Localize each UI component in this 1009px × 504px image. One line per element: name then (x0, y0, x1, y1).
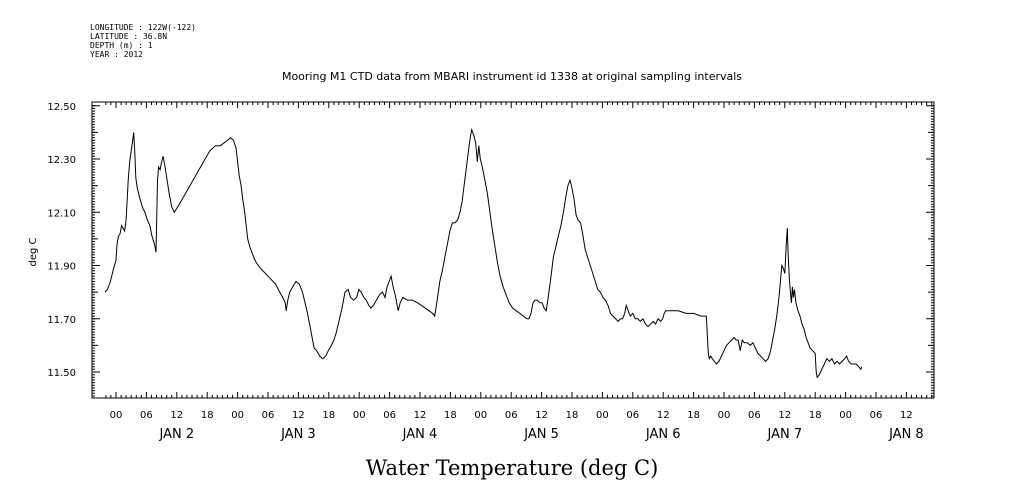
x-hour-label: 12 (414, 410, 427, 421)
x-hour-label: 12 (900, 410, 913, 421)
x-hour-label: 06 (383, 410, 396, 421)
minor-ticks (92, 102, 934, 398)
plot-frame (91, 101, 935, 399)
x-hour-label: 00 (596, 410, 609, 421)
x-hour-label: 00 (110, 410, 123, 421)
x-day-label: JAN 3 (280, 427, 316, 442)
x-hour-label: 18 (322, 410, 335, 421)
x-hour-label: 06 (748, 410, 761, 421)
x-hour-label: 00 (474, 410, 487, 421)
x-hour-label: 12 (292, 410, 305, 421)
metadata-block: LONGITUDE : 122W(-122)LATITUDE : 36.8NDE… (90, 23, 196, 59)
y-axis-label: deg C (28, 237, 39, 266)
x-day-label: JAN 4 (402, 427, 438, 442)
x-hour-label: 18 (566, 410, 579, 421)
meta-line: YEAR : 2012 (90, 50, 143, 59)
x-hour-label: 00 (353, 410, 366, 421)
x-hour-label: 12 (657, 410, 670, 421)
y-tick-label: 11.90 (47, 262, 76, 273)
series-line (104, 127, 863, 379)
x-day-label: JAN 8 (888, 427, 924, 442)
y-tick-label: 12.10 (47, 208, 76, 219)
x-day-label: JAN 2 (158, 427, 194, 442)
y-tick-label: 11.50 (47, 368, 76, 379)
x-hour-label: 18 (201, 410, 214, 421)
x-hour-label: 12 (778, 410, 791, 421)
y-tick-label: 11.70 (47, 315, 76, 326)
x-hour-label: 12 (170, 410, 183, 421)
x-hour-label: 18 (444, 410, 457, 421)
meta-line: LONGITUDE : 122W(-122) (90, 23, 196, 32)
minor-tick-path (92, 102, 934, 398)
x-axis-caption: Water Temperature (deg C) (366, 456, 659, 480)
chart-title: Mooring M1 CTD data from MBARI instrumen… (282, 70, 742, 83)
x-hour-label: 18 (687, 410, 700, 421)
meta-line: LATITUDE : 36.8N (90, 32, 167, 41)
x-day-label: JAN 5 (523, 427, 559, 442)
y-tick-label: 12.50 (47, 102, 76, 113)
x-hour-label: 00 (839, 410, 852, 421)
series-group (104, 127, 863, 379)
x-hour-label: 06 (140, 410, 153, 421)
x-day-label: JAN 7 (766, 427, 802, 442)
y-tick-label: 12.30 (47, 155, 76, 166)
y-axis: 12.50 12.30 12.10 11.90 11.70 11.50 (47, 102, 934, 379)
x-hour-label: 00 (718, 410, 731, 421)
x-axis: 00 06 12 18 00 06 12 18 00 06 12 18 00 06 12 18 00 06 12 18… (110, 102, 924, 442)
x-hour-label: 12 (535, 410, 548, 421)
x-hour-label: 06 (626, 410, 639, 421)
x-hour-label: 06 (870, 410, 883, 421)
x-hour-label: 18 (809, 410, 822, 421)
x-hour-label: 06 (505, 410, 518, 421)
x-hour-label: 00 (231, 410, 244, 421)
x-hour-label: 06 (262, 410, 275, 421)
meta-line: DEPTH (m) : 1 (90, 41, 153, 50)
x-day-label: JAN 6 (645, 427, 681, 442)
